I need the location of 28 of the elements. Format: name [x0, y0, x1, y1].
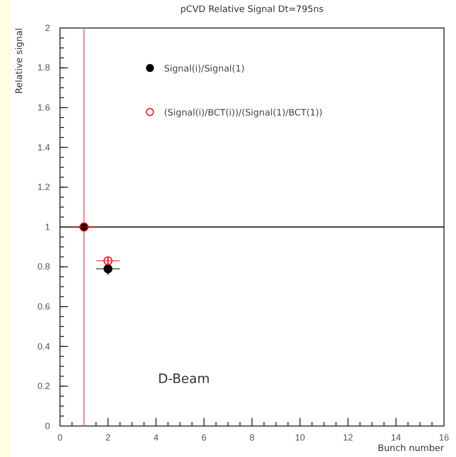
y-tick-label: 1.6 [37, 102, 50, 112]
x-axis-title: Bunch number [378, 444, 444, 454]
annotation: D-Beam [158, 372, 210, 387]
x-tick-label: 12 [342, 432, 354, 442]
x-tick-label: 16 [438, 432, 450, 442]
y-tick-label: 0 [44, 420, 50, 431]
y-tick-label: 0.6 [37, 301, 50, 312]
y-tick-label: 1.8 [37, 62, 50, 73]
x-tick-label: 14 [390, 432, 402, 442]
chart-title: pCVD Relative Signal Dt=795ns [180, 5, 324, 15]
y-tick-label: 0.8 [37, 262, 50, 272]
x-tick-label: 0 [57, 432, 63, 442]
point [104, 256, 112, 266]
x-tick-label: 4 [153, 432, 159, 442]
legend-label: (Signal(i)/BCT(i))/(Signal(1)/BCT(1)) [164, 108, 323, 118]
x-tick-label: 10 [294, 432, 306, 442]
point [104, 264, 112, 274]
x-tick-label: 8 [249, 432, 255, 442]
y-tick-label: 1 [44, 222, 50, 232]
legend-label: Signal(i)/Signal(1) [164, 64, 245, 74]
x-tick-label: 2 [105, 432, 111, 442]
y-tick-label: 1.2 [37, 182, 50, 192]
x-tick-label: 6 [201, 432, 207, 442]
y-tick-label: 0.4 [37, 341, 50, 352]
y-tick-label: 1.4 [37, 142, 50, 152]
y-tick-label: 0.2 [37, 381, 50, 392]
y-axis-title: Relative signal [15, 28, 25, 94]
y-tick-label: 2 [44, 22, 50, 33]
